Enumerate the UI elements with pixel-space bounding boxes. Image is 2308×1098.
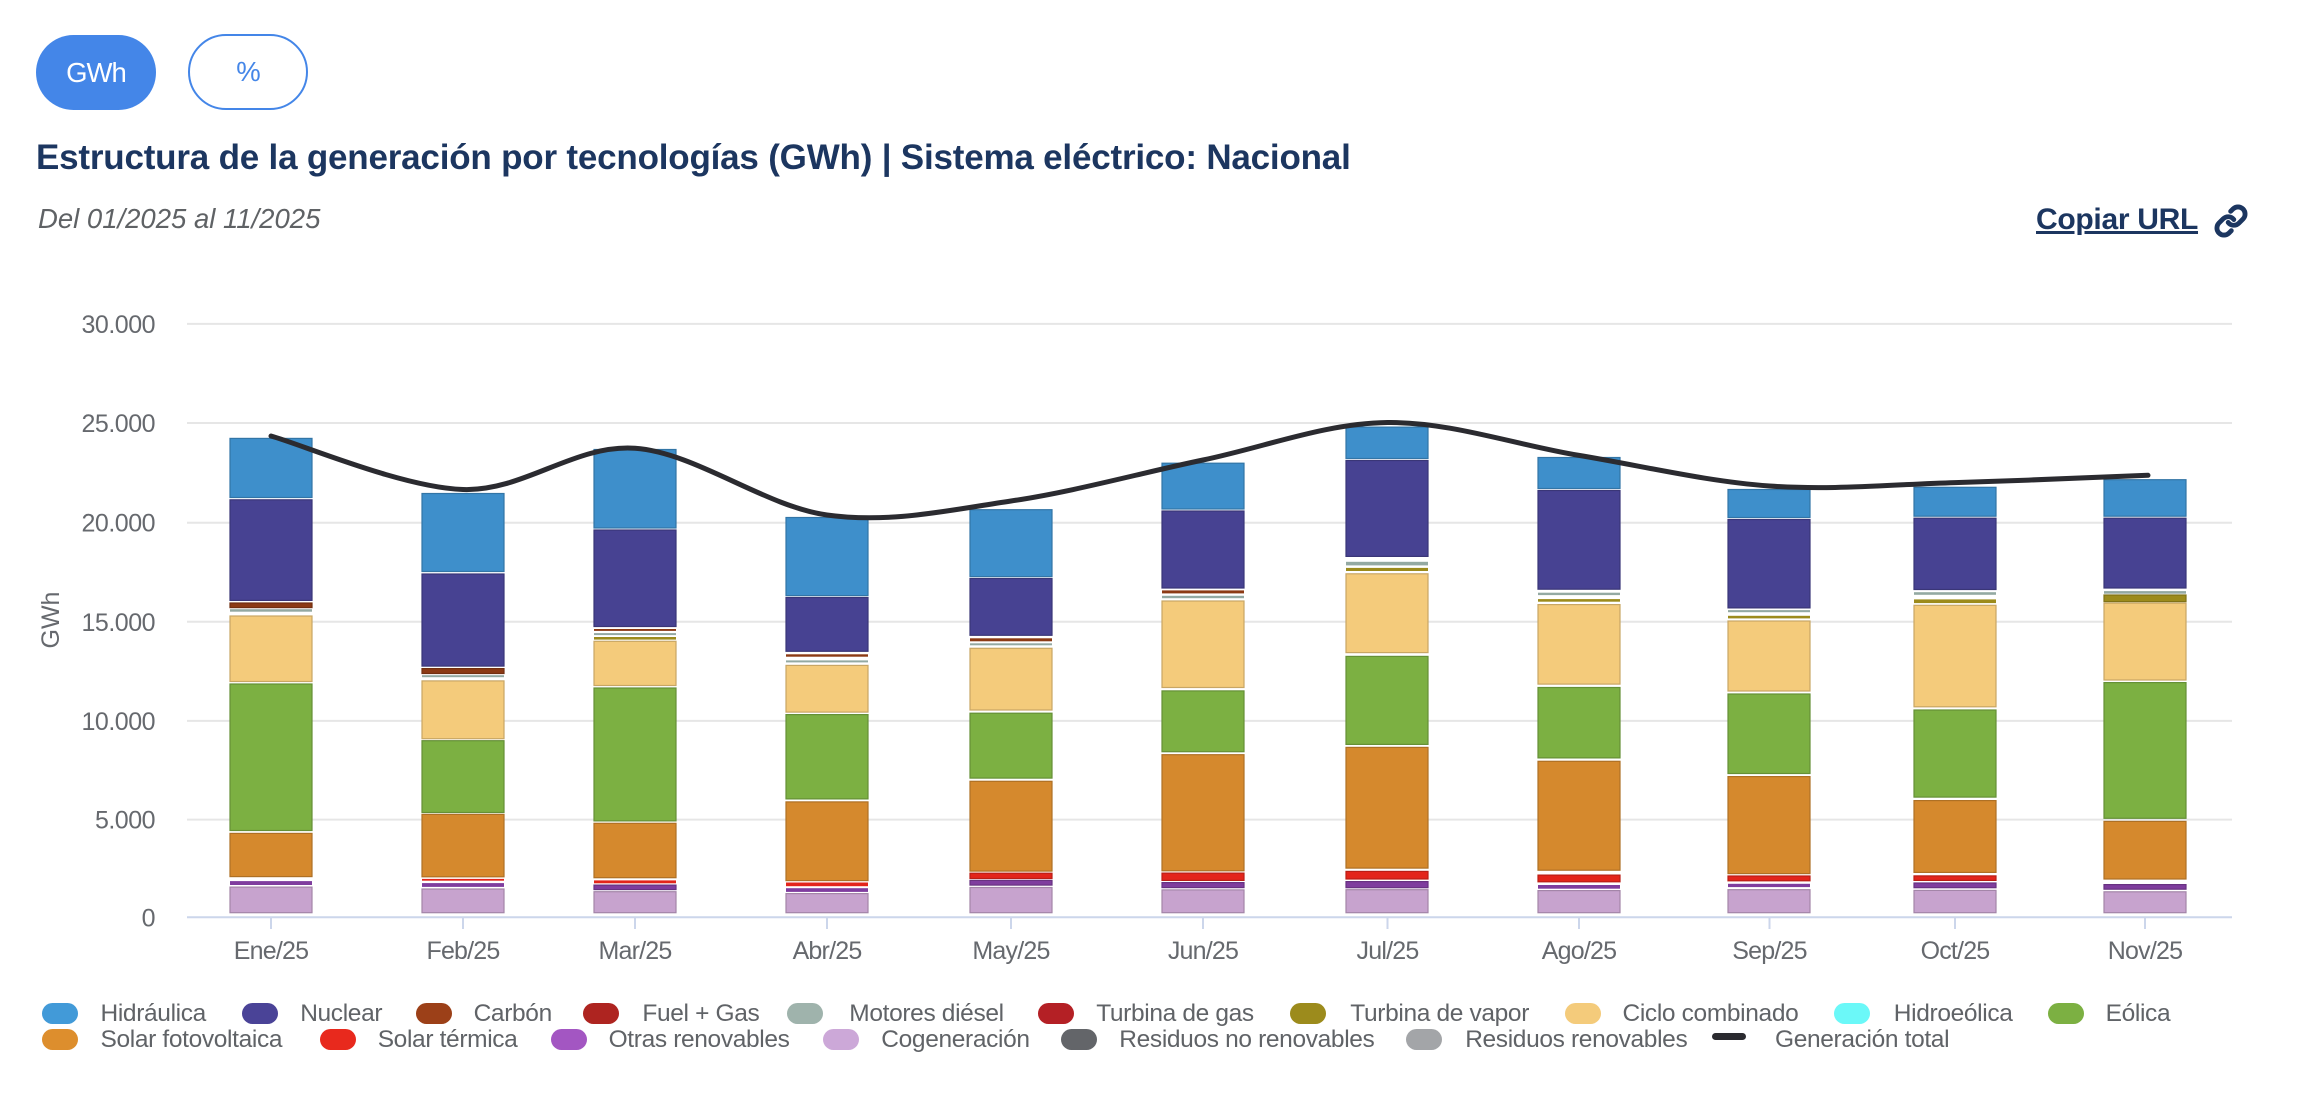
svg-text:0: 0 bbox=[142, 904, 155, 932]
svg-text:GWh: GWh bbox=[37, 592, 65, 649]
svg-text:Abr/25: Abr/25 bbox=[793, 937, 862, 965]
svg-text:25.000: 25.000 bbox=[82, 410, 155, 438]
svg-text:30.000: 30.000 bbox=[82, 311, 155, 339]
svg-text:Jun/25: Jun/25 bbox=[1168, 937, 1238, 965]
svg-text:15.000: 15.000 bbox=[82, 609, 155, 637]
svg-text:Ene/25: Ene/25 bbox=[234, 937, 308, 965]
svg-text:Feb/25: Feb/25 bbox=[426, 937, 499, 965]
svg-text:Mar/25: Mar/25 bbox=[598, 937, 671, 965]
svg-text:10.000: 10.000 bbox=[82, 708, 155, 736]
svg-text:Jul/25: Jul/25 bbox=[1357, 937, 1419, 965]
svg-text:Ago/25: Ago/25 bbox=[1542, 937, 1616, 965]
svg-text:20.000: 20.000 bbox=[82, 510, 155, 538]
svg-text:Oct/25: Oct/25 bbox=[1921, 937, 1990, 965]
svg-text:Sep/25: Sep/25 bbox=[1732, 937, 1806, 965]
svg-text:Nov/25: Nov/25 bbox=[2108, 937, 2182, 965]
svg-text:May/25: May/25 bbox=[972, 937, 1049, 965]
svg-text:5.000: 5.000 bbox=[95, 807, 155, 835]
